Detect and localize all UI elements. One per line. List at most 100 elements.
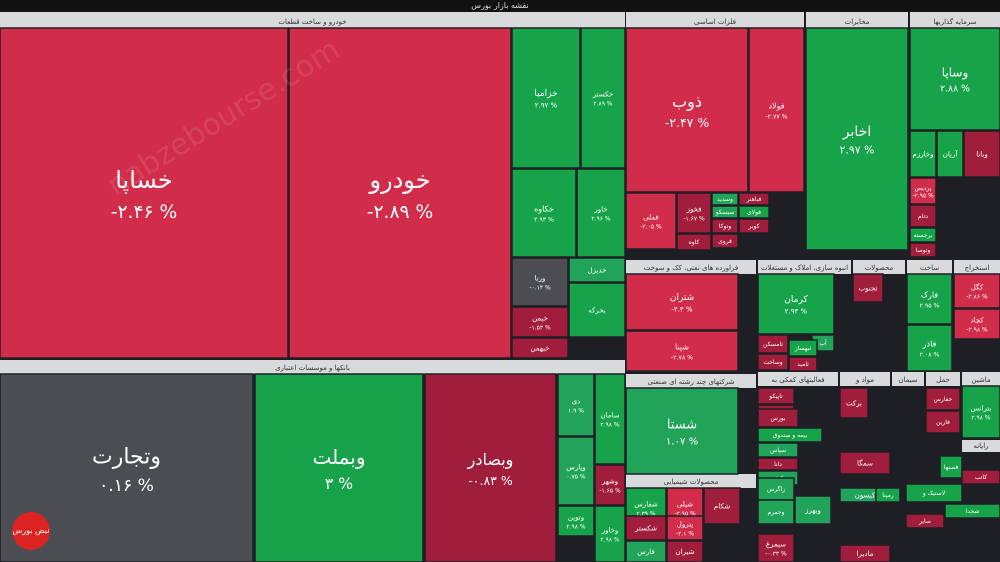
tile-rect[interactable] [953, 273, 1000, 309]
treemap-tile[interactable]: کچاد-۲.۹۸ % [953, 308, 1000, 340]
treemap-tile[interactable]: ثبهساز [788, 339, 818, 357]
treemap-tile[interactable]: کویر [738, 218, 770, 234]
treemap-tile[interactable]: وبصادر -۰.۸۳ % [424, 373, 557, 562]
treemap-tile[interactable]: رمپنا [875, 487, 901, 503]
tile-rect[interactable] [625, 515, 667, 541]
treemap-tile[interactable]: شیران [666, 540, 704, 562]
tile-rect[interactable] [852, 273, 884, 303]
treemap-tile[interactable]: لاستیک و [905, 483, 963, 503]
treemap-tile[interactable]: خساپا -۲.۴۶ % [0, 27, 289, 359]
treemap-tile[interactable]: اخابر ۲.۹۷ % [805, 27, 909, 251]
treemap-tile[interactable]: بیمه و صندوق [757, 427, 823, 443]
tile-rect[interactable] [557, 373, 595, 437]
treemap-tile[interactable]: فملی-۲.۰۵ % [625, 192, 677, 250]
treemap-tile[interactable]: وتوکا [711, 218, 739, 234]
treemap-tile[interactable]: وجمرم [757, 499, 795, 525]
tile-rect[interactable] [925, 387, 961, 411]
tile-rect[interactable] [757, 353, 789, 371]
tile-rect[interactable] [568, 282, 626, 338]
treemap-tile[interactable]: فروی [711, 233, 739, 249]
tile-rect[interactable] [594, 464, 626, 506]
tile-rect[interactable] [839, 544, 891, 562]
tile-rect[interactable] [557, 505, 595, 537]
tile-rect[interactable] [666, 515, 704, 541]
treemap-tile[interactable]: خدیزل [568, 257, 626, 283]
tile-rect[interactable] [625, 273, 739, 331]
treemap-tile[interactable]: شخدا [944, 503, 1000, 519]
tile-rect[interactable] [905, 483, 963, 503]
treemap-tile[interactable]: فارس [625, 540, 667, 562]
treemap-tile[interactable]: فصنها [939, 455, 963, 479]
tile-rect[interactable] [757, 427, 823, 443]
tile-rect[interactable] [757, 533, 795, 562]
tile-rect[interactable] [925, 410, 961, 434]
tile-rect[interactable] [757, 273, 835, 335]
tile-rect[interactable] [839, 387, 869, 419]
treemap-tile[interactable]: ورنا-۰.۱۴ % [511, 257, 569, 307]
treemap-tile[interactable]: ثامسکن [757, 334, 789, 354]
tile-rect[interactable] [625, 540, 667, 562]
treemap-tile[interactable]: پردیس-۲.۹۵ % [909, 177, 937, 205]
treemap-tile[interactable]: کاوه [676, 233, 712, 251]
tile-rect[interactable] [757, 457, 799, 471]
treemap-tile[interactable]: سمگا [839, 451, 891, 475]
tile-rect[interactable] [757, 499, 795, 525]
tile-rect[interactable] [738, 218, 770, 234]
tile-rect[interactable] [511, 168, 577, 258]
treemap-tile[interactable]: کاتب [961, 469, 1000, 485]
tile-rect[interactable] [757, 442, 799, 458]
tile-rect[interactable] [757, 387, 795, 405]
tile-rect[interactable] [0, 27, 289, 359]
tile-rect[interactable] [953, 308, 1000, 340]
tile-rect[interactable] [905, 513, 945, 529]
tile-rect[interactable] [711, 192, 739, 206]
treemap-tile[interactable]: آریان [936, 130, 964, 178]
treemap-tile[interactable]: وتوصا [909, 242, 937, 258]
treemap-tile[interactable]: بحرکه [568, 282, 626, 338]
tile-rect[interactable] [788, 339, 818, 357]
tile-rect[interactable] [625, 387, 739, 475]
treemap-tile[interactable]: حفارس [925, 387, 961, 411]
tile-rect[interactable] [711, 218, 739, 234]
treemap-tile[interactable]: فارین [925, 410, 961, 434]
treemap-tile[interactable]: فولاد -۲.۷۷ % [748, 27, 805, 193]
treemap-tile[interactable]: فاذر ۲.۰۸ % [906, 324, 953, 372]
tile-rect[interactable] [909, 204, 937, 228]
tile-rect[interactable] [906, 273, 953, 325]
tile-rect[interactable] [909, 130, 937, 178]
tile-rect[interactable] [711, 233, 739, 249]
tile-rect[interactable] [580, 27, 626, 169]
tile-rect[interactable] [906, 324, 953, 372]
treemap-tile[interactable]: وبملت ۳ % [254, 373, 424, 562]
treemap-tile[interactable]: ثجنوب [852, 273, 884, 303]
treemap-tile[interactable]: دی۱.۹ % [557, 373, 595, 437]
treemap-tile[interactable]: برکت [839, 387, 869, 419]
treemap-tile[interactable]: زاگرس [757, 477, 795, 501]
tile-rect[interactable] [805, 27, 909, 251]
treemap-tile[interactable]: فولای [738, 205, 770, 219]
treemap-tile[interactable]: شپنا -۲.۷۸ % [625, 330, 739, 372]
treemap-tile[interactable]: فباهنر [738, 192, 770, 206]
treemap-tile[interactable]: ذوب -۲.۴۷ % [625, 27, 749, 193]
tile-rect[interactable] [875, 487, 901, 503]
tile-rect[interactable] [961, 385, 1000, 439]
tile-rect[interactable] [936, 130, 964, 178]
treemap-tile[interactable]: شستا ۱.۰۷ % [625, 387, 739, 475]
treemap-tile[interactable]: مادیرا [839, 544, 891, 562]
treemap-tile[interactable]: وساخت [757, 353, 789, 371]
tile-rect[interactable] [666, 540, 704, 562]
treemap-tile[interactable]: سیمرغ-۰.۳۳ % [757, 533, 795, 562]
treemap-tile[interactable]: شکام [703, 487, 741, 525]
tile-rect[interactable] [511, 27, 581, 169]
treemap-tile[interactable]: فخوز-۱.۶۷ % [676, 192, 712, 234]
treemap-tile[interactable]: دانا [757, 457, 799, 471]
tile-rect[interactable] [909, 27, 1000, 131]
treemap-tile[interactable]: پترول-۲.۱ % [666, 515, 704, 541]
